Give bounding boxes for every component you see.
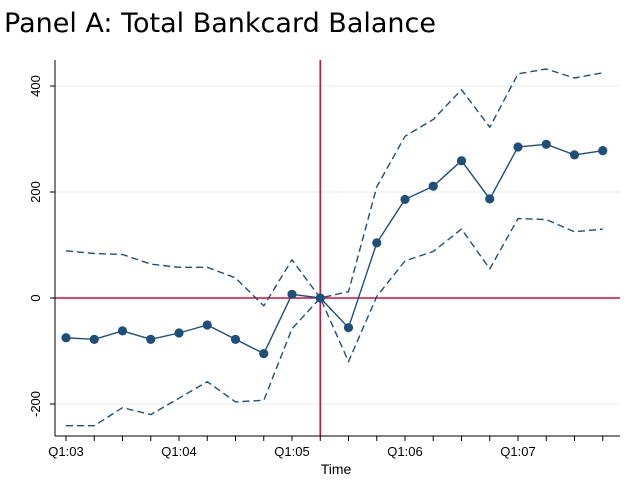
- y-ticks: -200 0 200 400: [28, 75, 55, 417]
- chart-title: Panel A: Total Bankcard Balance: [4, 8, 436, 39]
- estimate-point: [89, 334, 99, 344]
- upper-ci-line: [65, 68, 603, 307]
- estimate-point: [569, 150, 580, 160]
- lower-ci-line: [66, 217, 603, 427]
- estimate-point: [400, 194, 410, 205]
- estimate-point: [230, 334, 241, 344]
- estimate-series: [61, 139, 608, 359]
- x-tick-label: Q1:03: [48, 444, 83, 459]
- x-ticks: Q1:03 Q1:04 Q1:05 Q1:06 Q1:07: [48, 436, 604, 459]
- estimate-point: [61, 333, 71, 343]
- x-tick-label: Q1:05: [274, 444, 309, 459]
- estimate-point: [202, 320, 212, 330]
- x-axis-title: Time: [321, 461, 352, 477]
- x-tick-label: Q1:07: [500, 444, 535, 459]
- y-tick-label: 0: [28, 294, 43, 301]
- grid-lines: [55, 85, 620, 405]
- x-tick-label: Q1:06: [387, 444, 422, 459]
- estimate-point: [146, 334, 156, 344]
- y-tick-label: 200: [28, 181, 43, 203]
- x-tick-label: Q1:04: [161, 444, 196, 459]
- estimate-point: [174, 328, 184, 338]
- estimate-point: [259, 349, 269, 359]
- y-tick-label: -200: [28, 391, 43, 417]
- estimate-point: [343, 323, 354, 333]
- estimate-point: [598, 146, 608, 156]
- estimate-line: [65, 143, 603, 355]
- estimate-point: [513, 142, 523, 152]
- estimate-point: [117, 326, 128, 336]
- y-tick-label: 400: [28, 75, 43, 97]
- estimate-point: [485, 194, 495, 204]
- reference-lines: [55, 60, 620, 436]
- estimate-point: [541, 139, 551, 149]
- estimate-point: [287, 289, 297, 299]
- estimate-point: [372, 238, 382, 248]
- estimate-point: [428, 181, 438, 191]
- axes: [54, 60, 620, 437]
- estimate-point: [456, 156, 467, 166]
- confidence-bands: [65, 68, 603, 427]
- estimate-point: [315, 293, 325, 303]
